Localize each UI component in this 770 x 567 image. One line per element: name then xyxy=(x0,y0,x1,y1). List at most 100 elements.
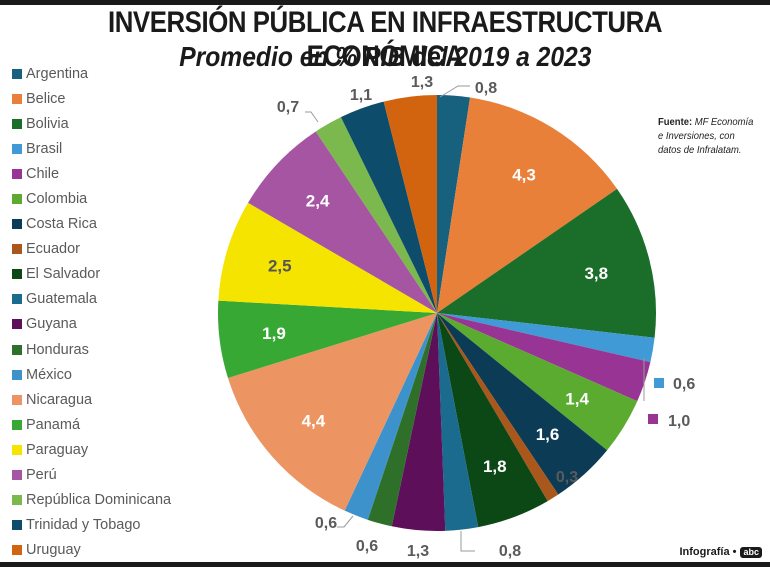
legend-swatch xyxy=(12,294,22,305)
leader-line xyxy=(439,85,470,98)
legend-item: Guyana xyxy=(12,312,171,337)
pie-slice-honduras xyxy=(367,313,437,527)
pie-slice-belice xyxy=(437,97,618,313)
pie-slice-paraguay xyxy=(218,202,437,313)
pie-slice-nicaragua xyxy=(227,313,437,511)
data-label: 1,1 xyxy=(350,87,372,104)
legend-label: Perú xyxy=(26,467,57,484)
legend-item: El Salvador xyxy=(12,262,171,287)
data-label: 0,3 xyxy=(556,469,578,486)
pie-slice-per- xyxy=(248,131,437,313)
legend-swatch xyxy=(12,118,22,129)
legend-label: Colombia xyxy=(26,191,88,208)
pie-slice-chile xyxy=(437,313,651,402)
data-label: 2,4 xyxy=(306,192,330,211)
legend-item: Brasil xyxy=(12,136,171,161)
legend-swatch xyxy=(12,93,22,104)
legend-swatch xyxy=(12,419,22,430)
legend-swatch xyxy=(12,194,22,205)
data-label: 1,9 xyxy=(262,324,286,343)
legend-item: Perú xyxy=(12,463,171,488)
data-label: 4,4 xyxy=(302,412,326,431)
pie-slice-uruguay xyxy=(383,95,437,313)
legend-label: El Salvador xyxy=(26,266,101,283)
legend-label: Panamá xyxy=(26,416,81,433)
data-label: 0,6 xyxy=(356,538,378,555)
side-label-swatch xyxy=(654,378,664,388)
data-label: 0,8 xyxy=(475,80,497,97)
legend-item: Chile xyxy=(12,161,171,186)
legend-item: Costa Rica xyxy=(12,212,171,237)
legend-label: Ecuador xyxy=(26,241,81,258)
legend-item: Guatemala xyxy=(12,287,171,312)
legend-label: República Dominicana xyxy=(26,492,172,509)
legend-item: República Dominicana xyxy=(12,488,171,513)
legend-item: Argentina xyxy=(12,61,171,86)
legend-label: México xyxy=(26,366,72,383)
legend-item: Panamá xyxy=(12,412,171,437)
pie-slice-colombia xyxy=(437,313,638,451)
legend-item: Uruguay xyxy=(12,538,171,563)
legend-swatch xyxy=(12,344,22,355)
legend-item: Bolivia xyxy=(12,111,171,136)
source-label: Fuente: xyxy=(658,116,693,128)
legend-item: Belice xyxy=(12,86,171,111)
chart-subtitle: Promedio en % PIB del 2019 a 2023 xyxy=(179,41,592,72)
legend-item: Ecuador xyxy=(12,237,171,262)
data-label: 0,7 xyxy=(277,99,299,116)
pie-slice-ecuador xyxy=(437,313,559,502)
legend-swatch xyxy=(12,394,22,405)
pie-slice-costa-rica xyxy=(437,313,608,495)
side-label-swatch xyxy=(648,414,658,424)
legend-label: Argentina xyxy=(26,65,89,82)
pie-slice-panam- xyxy=(218,300,437,379)
legend-swatch xyxy=(12,470,22,481)
chart-title: INVERSIÓN PÚBLICA EN INFRAESTRUCTURA ECO… xyxy=(107,6,663,73)
legend-swatch xyxy=(12,545,22,556)
legend-swatch xyxy=(12,244,22,255)
source-text: MF Economía e Inversiones, con datos de … xyxy=(658,116,754,156)
data-label: 1,3 xyxy=(411,74,433,91)
legend-label: Guatemala xyxy=(26,291,97,308)
legend-label: Nicaragua xyxy=(26,391,93,408)
data-label: 0,6 xyxy=(315,515,337,532)
legend-swatch xyxy=(12,319,22,330)
pie-slice-guyana xyxy=(391,313,446,531)
credit: Infografía • abc xyxy=(679,546,762,558)
legend-swatch xyxy=(12,68,22,79)
legend-label: Bolivia xyxy=(26,115,69,132)
legend: Argentina Belice Bolivia Brasil Chile Colombi… xyxy=(12,61,171,563)
leader-line xyxy=(460,531,475,552)
legend-swatch xyxy=(12,219,22,230)
legend-item: Nicaragua xyxy=(12,387,171,412)
credit-label: Infografía • xyxy=(679,546,737,558)
legend-label: Uruguay xyxy=(26,542,81,559)
pie-slice-trinidad-y-tobago xyxy=(340,101,437,314)
legend-swatch xyxy=(12,444,22,455)
pie-slice-rep-blica-dominicana xyxy=(315,117,437,313)
legend-item: México xyxy=(12,362,171,387)
legend-label: Chile xyxy=(26,165,60,182)
data-label: 4,3 xyxy=(512,165,536,184)
data-label: 1,8 xyxy=(483,457,507,476)
data-label: 1,4 xyxy=(565,389,589,408)
top-border xyxy=(0,0,770,5)
leader-line xyxy=(305,111,319,123)
pie-slice-guatemala xyxy=(437,313,479,531)
legend-label: Guyana xyxy=(26,316,77,333)
data-label: 0,8 xyxy=(499,543,521,560)
legend-label: Costa Rica xyxy=(26,216,97,233)
legend-swatch xyxy=(12,269,22,280)
legend-swatch xyxy=(12,495,22,506)
leader-line xyxy=(337,515,354,528)
data-label: 3,8 xyxy=(584,264,608,283)
data-label: 1,3 xyxy=(407,543,429,560)
pie-slice-brasil xyxy=(437,313,655,363)
data-label: 0,6 xyxy=(673,376,695,393)
legend-item: Colombia xyxy=(12,186,171,211)
pie-slice-m-xico xyxy=(344,313,437,520)
legend-label: Paraguay xyxy=(26,441,89,458)
legend-swatch xyxy=(12,520,22,531)
legend-label: Brasil xyxy=(26,140,63,157)
